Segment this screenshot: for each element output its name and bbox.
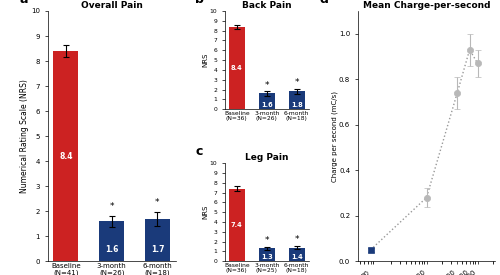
Text: 1.3: 1.3 <box>261 254 272 260</box>
Title: Leg Pain: Leg Pain <box>245 153 288 162</box>
Text: *: * <box>264 81 269 89</box>
Text: d: d <box>320 0 328 7</box>
Title: Overall Pain: Overall Pain <box>80 1 142 10</box>
Text: 1.6: 1.6 <box>105 246 118 254</box>
Y-axis label: NRS: NRS <box>202 205 208 219</box>
Title: Back Pain: Back Pain <box>242 1 292 10</box>
Text: 1.7: 1.7 <box>150 246 164 254</box>
Text: *: * <box>110 202 114 211</box>
Text: b: b <box>196 0 204 6</box>
Bar <box>99 221 124 261</box>
Text: *: * <box>264 236 269 245</box>
Text: c: c <box>196 145 202 158</box>
Bar <box>258 249 275 261</box>
Y-axis label: NRS: NRS <box>202 53 208 67</box>
Text: 7.4: 7.4 <box>231 222 242 228</box>
Text: *: * <box>294 78 299 87</box>
Bar <box>228 27 245 109</box>
Text: 1.8: 1.8 <box>291 102 302 108</box>
Text: 1.4: 1.4 <box>291 254 302 260</box>
Bar <box>145 219 170 261</box>
Text: 8.4: 8.4 <box>231 65 242 71</box>
Text: 1.6: 1.6 <box>261 102 272 108</box>
Text: *: * <box>294 235 299 244</box>
Text: a: a <box>20 0 28 7</box>
Bar <box>54 51 78 261</box>
Text: 8.4: 8.4 <box>59 152 72 161</box>
Title: Mean Charge-per-second: Mean Charge-per-second <box>362 1 490 10</box>
Bar <box>288 92 305 109</box>
Bar <box>288 248 305 261</box>
Y-axis label: Charge per second (mC/s): Charge per second (mC/s) <box>331 91 338 182</box>
Bar <box>228 189 245 261</box>
Text: *: * <box>155 198 160 207</box>
Y-axis label: Numerical Rating Scale (NRS): Numerical Rating Scale (NRS) <box>20 79 30 193</box>
Bar <box>258 94 275 109</box>
